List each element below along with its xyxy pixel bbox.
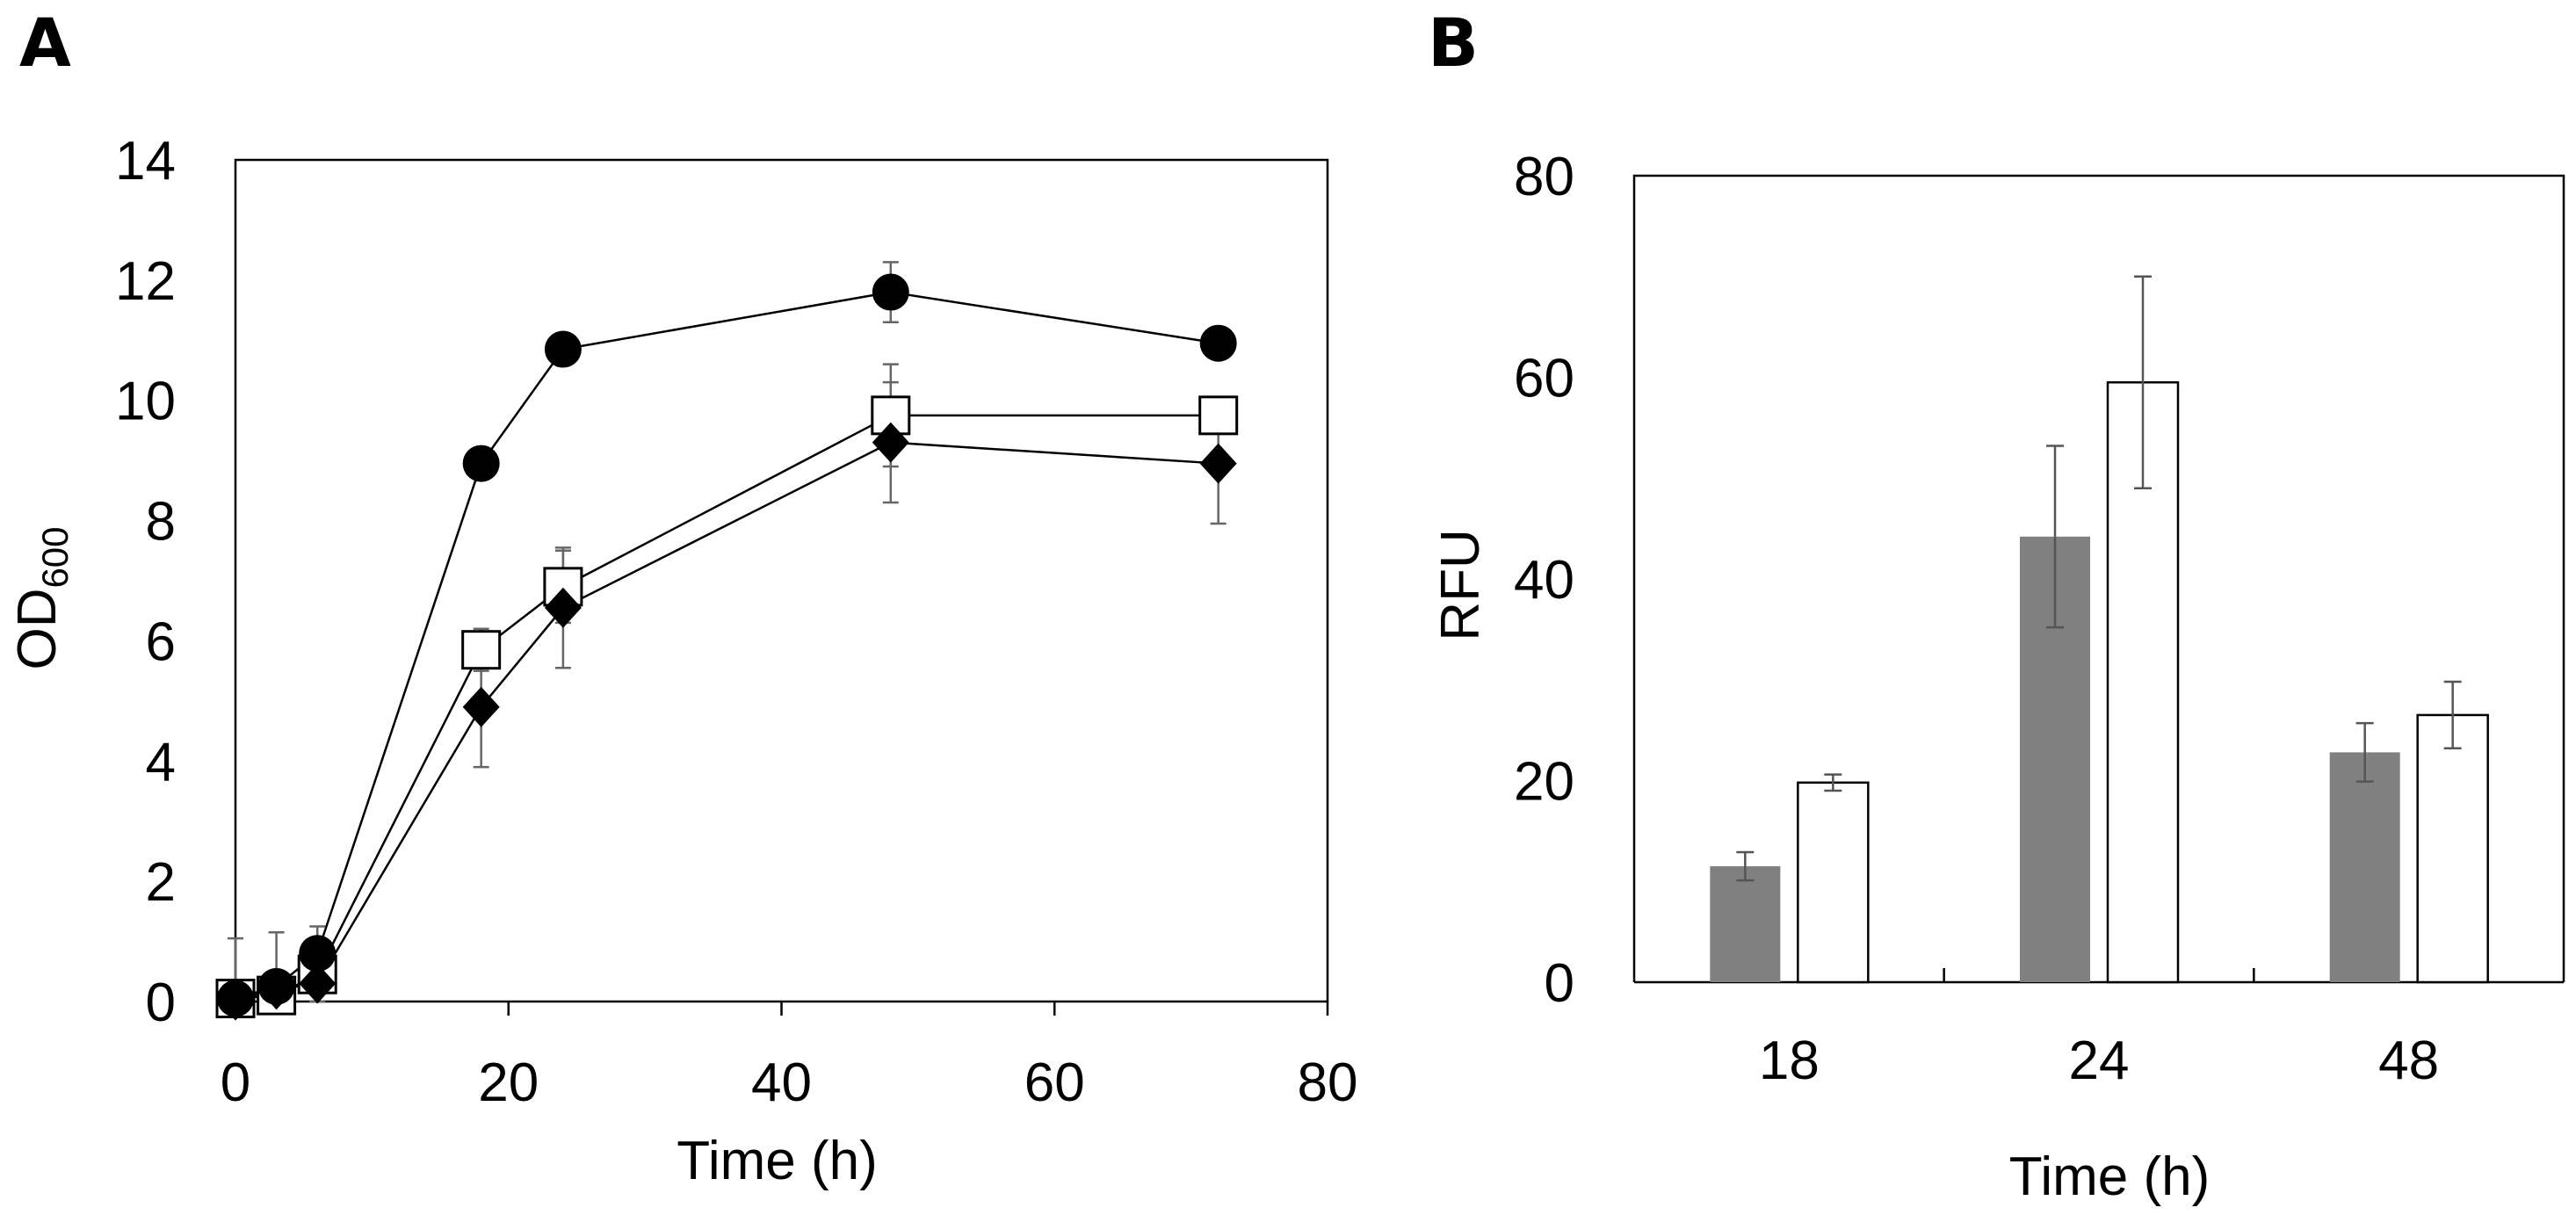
bar — [1710, 866, 1781, 982]
data-point-diamond — [544, 587, 582, 628]
panel-b: B 0 20 40 60 80 18 24 48 Time (h) RFU — [1428, 4, 2565, 1207]
x-tick-label: 40 — [751, 1052, 812, 1113]
y-tick-label: 14 — [115, 131, 176, 192]
data-point-circle — [872, 273, 909, 311]
y-tick-label: 0 — [1545, 953, 1574, 1014]
y-tick-label: 60 — [1514, 349, 1574, 409]
panel-a: A 0 20 40 60 80 0 2 4 6 8 10 12 14 Time (h) OD600 — [7, 4, 1357, 1191]
y-tick-label: 6 — [146, 611, 176, 672]
series-line — [235, 291, 1219, 1000]
plot-frame — [234, 158, 1329, 1003]
x-tick-label: 24 — [2069, 1031, 2130, 1091]
series-line — [235, 441, 1219, 1002]
data-point-diamond — [299, 963, 336, 1004]
data-point-circle — [544, 330, 582, 368]
x-axis-label: Time (h) — [2009, 1146, 2210, 1207]
data-point-diamond — [872, 422, 909, 463]
data-point-circle — [1199, 324, 1237, 362]
data-point-circle — [462, 445, 500, 482]
y-tick-label: 20 — [1514, 752, 1574, 813]
data-point-diamond — [1199, 443, 1237, 484]
y-tick-label: 8 — [146, 492, 176, 553]
x-tick-label: 0 — [221, 1052, 250, 1113]
y-axis-label: OD600 — [7, 526, 76, 669]
x-tick-label: 48 — [2378, 1031, 2439, 1091]
panel-b-label: B — [1428, 4, 1479, 82]
y-tick-label: 2 — [146, 852, 176, 913]
y-axis-label-main: OD — [7, 589, 68, 670]
x-tick-label: 18 — [1759, 1031, 1820, 1091]
data-point-circle — [299, 935, 336, 973]
y-axis-label: RFU — [1430, 529, 1491, 640]
y-tick-label: 40 — [1514, 550, 1574, 611]
data-point-square — [461, 630, 502, 670]
data-point-circle — [217, 980, 254, 1017]
data-point-square — [1198, 395, 1239, 436]
bar — [2329, 752, 2400, 982]
bar — [1797, 781, 1870, 984]
y-tick-label: 12 — [115, 251, 176, 312]
plot-frame — [1632, 174, 2565, 982]
y-tick-label: 4 — [146, 732, 176, 792]
y-axis-label-subscript: 600 — [34, 526, 76, 588]
x-tick-label: 20 — [478, 1052, 539, 1113]
bar — [2416, 713, 2489, 984]
y-tick-label: 10 — [115, 372, 176, 432]
y-tick-label: 0 — [146, 973, 176, 1033]
x-tick-label: 80 — [1298, 1052, 1358, 1113]
data-point-circle — [257, 967, 295, 1005]
x-tick-label: 60 — [1024, 1052, 1085, 1113]
panel-a-label: A — [19, 4, 71, 82]
data-point-diamond — [462, 686, 500, 727]
x-axis-label: Time (h) — [677, 1131, 877, 1191]
y-tick-label: 80 — [1514, 147, 1574, 207]
series-line — [235, 414, 1219, 1000]
